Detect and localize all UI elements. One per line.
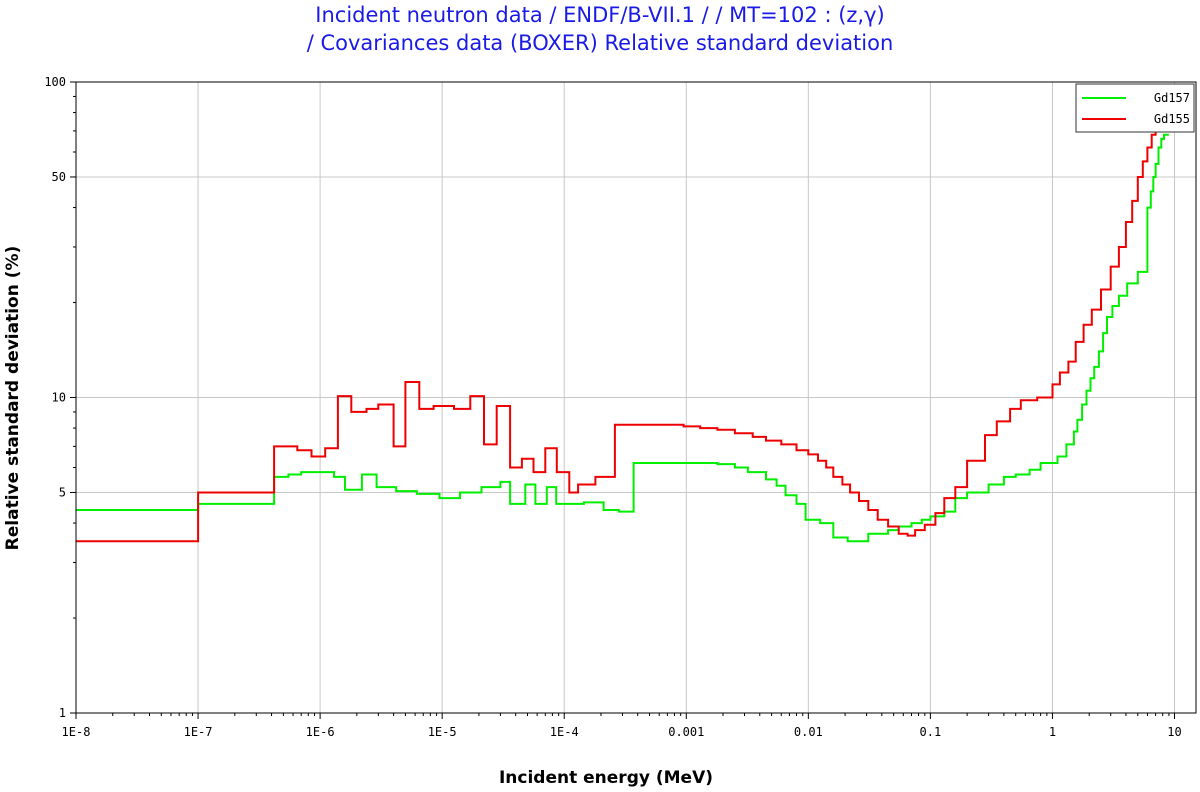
grid	[76, 81, 1196, 713]
x-tick-label: 1E-5	[428, 725, 457, 739]
legend: Gd157 Gd155	[1075, 83, 1195, 133]
y-tick-label: 50	[52, 170, 66, 184]
x-tick-label: 10	[1167, 725, 1181, 739]
y-tick-label: 100	[44, 75, 66, 89]
y-tick-label: 5	[59, 485, 66, 499]
series-lines	[76, 129, 1169, 543]
chart-subtitle: / Covariances data (BOXER) Relative stan…	[307, 31, 894, 55]
x-tick-label: 1E-4	[550, 725, 579, 739]
axis-ticks: 1E-8 1E-7 1E-6 1E-5 1E-4 0.001 0.01 0.1 1 1015105…	[44, 75, 1181, 739]
legend-label-gd157: Gd157	[1154, 91, 1190, 105]
y-axis-title: Relative standard deviation (%)	[3, 246, 23, 551]
x-tick-label: 1	[1049, 725, 1056, 739]
legend-box	[1075, 83, 1195, 133]
x-axis-title: Incident energy (MeV)	[499, 768, 713, 788]
x-tick-label: 1E-8	[62, 725, 91, 739]
x-tick-label: 0.1	[920, 725, 942, 739]
x-tick-label: 1E-7	[184, 725, 213, 739]
series-line-gd157	[76, 133, 1169, 543]
series-line-gd155	[76, 129, 1163, 543]
y-tick-label: 1	[59, 706, 66, 720]
y-tick-label: 10	[52, 391, 66, 405]
x-tick-label: 0.01	[794, 725, 823, 739]
chart-title: Incident neutron data / ENDF/B-VII.1 / /…	[315, 3, 884, 27]
x-tick-label: 1E-6	[306, 725, 335, 739]
x-tick-label: 0.001	[668, 725, 704, 739]
legend-label-gd155: Gd155	[1154, 112, 1190, 126]
